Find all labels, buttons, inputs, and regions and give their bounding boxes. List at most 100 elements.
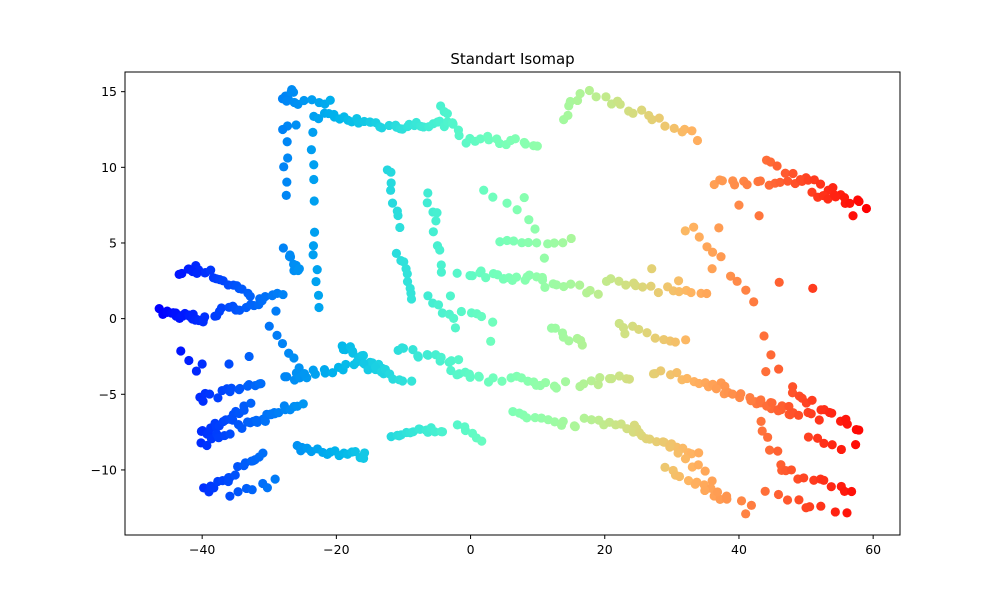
scatter-point [799, 473, 809, 483]
scatter-point [405, 283, 415, 293]
scatter-point [624, 374, 634, 384]
scatter-point [245, 291, 255, 301]
scatter-point [442, 109, 452, 119]
scatter-point [423, 188, 433, 198]
scatter-point [539, 253, 549, 263]
scatter-point [631, 281, 641, 291]
scatter-point [559, 281, 569, 292]
scatter-point [593, 289, 603, 299]
scatter-point [749, 297, 759, 307]
scatter-point [230, 470, 240, 480]
scatter-point [566, 279, 576, 289]
scatter-point [540, 377, 551, 388]
scatter-point [358, 350, 369, 361]
scatter-point [707, 264, 717, 274]
scatter-point [586, 376, 596, 386]
scatter-point [711, 384, 721, 394]
scatter-point [795, 175, 806, 185]
scatter-point [549, 238, 559, 248]
scatter-point [309, 160, 319, 170]
scatter-point [192, 268, 202, 279]
scatter-point [282, 372, 292, 382]
scatter-point [476, 266, 486, 276]
scatter-point [258, 448, 268, 458]
scatter-point [307, 95, 317, 105]
scatter-point [579, 413, 589, 423]
scatter-point [815, 179, 826, 189]
y-tick-label: 10 [101, 160, 117, 175]
scatter-point [650, 333, 660, 343]
scatter-point [606, 274, 616, 284]
scatter-point [801, 503, 811, 513]
scatter-point [830, 507, 840, 517]
scatter-point [807, 395, 817, 405]
scatter-point [564, 336, 574, 346]
scatter-point [593, 380, 603, 390]
scatter-point [575, 280, 585, 290]
scatter-point [497, 376, 507, 386]
scatter-point [435, 245, 445, 255]
scatter-point [413, 352, 423, 362]
scatter-point [686, 287, 696, 298]
scatter-point [763, 432, 773, 442]
scatter-point [674, 287, 684, 297]
scatter-point [272, 330, 282, 340]
scatter-point [522, 413, 532, 423]
scatter-point [235, 383, 245, 394]
scatter-point [213, 393, 223, 403]
scatter-point [204, 389, 215, 399]
scatter-point [828, 182, 838, 193]
scatter-point [773, 489, 784, 500]
scatter-point [465, 372, 475, 382]
scatter-point [432, 208, 442, 218]
scatter-point [281, 190, 291, 201]
scatter-point [707, 247, 718, 257]
scatter-point [637, 105, 647, 115]
scatter-point [653, 287, 663, 298]
x-tick-label: 20 [597, 542, 613, 557]
scatter-point [767, 398, 777, 408]
scatter-point [729, 180, 740, 190]
scatter-point [647, 264, 657, 274]
scatter-point [726, 271, 736, 281]
scatter-point [658, 437, 668, 447]
scatter-point [808, 283, 818, 293]
scatter-point [460, 425, 471, 436]
scatter-point [601, 92, 611, 102]
scatter-point [746, 396, 756, 406]
scatter-point [309, 174, 319, 185]
scatter-point [423, 291, 433, 301]
scatter-point [732, 276, 742, 286]
scatter-point [262, 483, 272, 493]
scatter-point [551, 280, 562, 290]
scatter-point [816, 501, 826, 511]
scatter-point [502, 235, 512, 246]
scatter-point [177, 268, 187, 279]
scatter-point [246, 398, 256, 408]
scatter-point [672, 368, 682, 378]
scatter-point [377, 123, 387, 133]
scatter-point [591, 92, 601, 102]
scatter-point [615, 99, 625, 109]
scatter-point [198, 317, 208, 327]
scatter-point [847, 486, 857, 497]
scatter-point [842, 419, 852, 429]
scatter-point [279, 162, 289, 172]
scatter-point [393, 210, 403, 221]
scatter-point [519, 192, 529, 203]
scatter-point [282, 177, 292, 187]
scatter-point [511, 272, 522, 282]
scatter-point [727, 389, 738, 399]
scatter-point [537, 275, 548, 285]
scatter-point [754, 211, 764, 221]
scatter-point [774, 277, 784, 287]
scatter-point [694, 232, 704, 242]
scatter-point [308, 250, 318, 260]
scatter-point [772, 161, 782, 171]
scatter-point [226, 383, 237, 393]
scatter-point [634, 324, 644, 335]
scatter-point [436, 260, 446, 270]
scatter-point [509, 236, 519, 246]
scatter-point [760, 486, 770, 496]
scatter-point [741, 285, 751, 295]
